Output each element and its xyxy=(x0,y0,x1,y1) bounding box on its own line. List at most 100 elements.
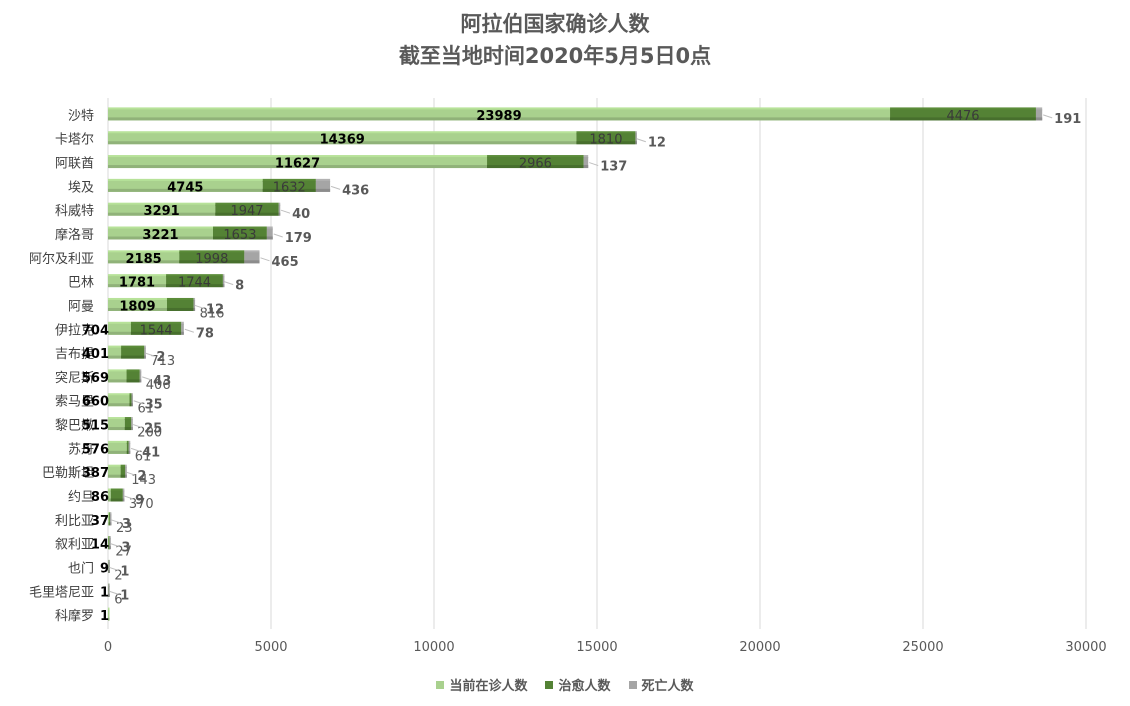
category-label: 也门 xyxy=(68,561,94,576)
bar-segment-shadow xyxy=(487,165,584,169)
chart-title: 阿拉伯国家确诊人数 xyxy=(460,12,650,36)
bar-segment-top xyxy=(108,297,167,301)
bar-segment xyxy=(108,419,125,431)
data-label: 1947 xyxy=(230,204,263,219)
bar-segment-top xyxy=(124,417,132,421)
category-label: 索马里 xyxy=(55,395,94,410)
category-label: 吉布提 xyxy=(55,346,94,362)
bar-segment xyxy=(144,347,146,359)
data-label: 1810 xyxy=(589,133,622,148)
label-leader-line xyxy=(184,328,194,333)
bar-segment xyxy=(108,561,110,573)
x-tick-label: 15000 xyxy=(576,640,617,655)
category-label: 叙利亚 xyxy=(55,538,94,553)
data-label: 6 xyxy=(114,592,122,607)
bar-segment-top xyxy=(222,274,225,278)
data-label: 569 xyxy=(82,371,109,386)
label-leader-line xyxy=(194,304,205,309)
bar-segment-top xyxy=(131,417,133,421)
bar-segment-shadow xyxy=(108,307,167,311)
bar-segment-shadow xyxy=(139,379,142,383)
bar-segment-top xyxy=(583,155,589,159)
bar-segment xyxy=(890,109,1036,121)
bar-segment xyxy=(108,157,488,169)
bar-segment-shadow xyxy=(108,403,130,407)
bar-segment-shadow xyxy=(121,355,145,359)
label-leader-line xyxy=(636,138,646,143)
category-label: 埃及 xyxy=(68,180,94,195)
data-label: 1809 xyxy=(119,299,155,314)
data-label: 14 xyxy=(91,538,109,553)
bar-segment-top xyxy=(121,345,145,349)
bar-segment xyxy=(125,466,127,478)
data-label: 2966 xyxy=(519,157,552,172)
bar-segment xyxy=(179,252,245,264)
legend: 当前在诊人数 治愈人数 死亡人数 xyxy=(0,675,1130,694)
category-label: 阿曼 xyxy=(68,299,94,314)
bar-segment xyxy=(109,514,112,526)
bar-segment-shadow xyxy=(124,427,132,431)
label-leader-line xyxy=(126,471,136,476)
data-label: 27 xyxy=(115,545,132,560)
bar-segment-top xyxy=(108,250,180,254)
bar-segment-shadow xyxy=(181,331,184,335)
bar-segment-top xyxy=(108,512,110,516)
label-leader-line xyxy=(109,566,119,571)
bar-segment-top xyxy=(122,488,125,492)
data-label: 40 xyxy=(292,207,310,222)
bar-segment-shadow xyxy=(131,427,133,431)
chart-subtitle: 截至当地时间2020年5月5日0点 xyxy=(398,44,712,68)
data-label: 61 xyxy=(135,449,152,464)
category-label: 黎巴嫩 xyxy=(55,419,94,434)
bar-segment xyxy=(126,371,140,383)
bar-segment xyxy=(108,347,122,359)
bar-segment-shadow xyxy=(266,236,273,240)
data-label: 14369 xyxy=(320,133,365,148)
bar-segment-shadow xyxy=(108,427,125,431)
bar-segment xyxy=(213,228,267,240)
bar-segment-shadow xyxy=(108,498,111,502)
bar-segment xyxy=(193,299,196,311)
category-label: 卡塔尔 xyxy=(55,133,94,148)
bar-segment xyxy=(108,490,111,502)
bar-segment-shadow xyxy=(130,331,182,335)
bar-segment-top xyxy=(108,131,577,135)
bar-segment xyxy=(108,585,110,597)
data-label: 23989 xyxy=(476,109,521,124)
bar-segment-shadow xyxy=(315,188,331,192)
label-leader-line xyxy=(145,352,155,357)
data-label: 704 xyxy=(82,323,109,338)
data-label: 1544 xyxy=(140,323,173,338)
data-label: 200 xyxy=(137,426,162,441)
bar-segment xyxy=(108,276,167,288)
label-leader-line xyxy=(110,519,121,524)
bar-segment-top xyxy=(108,155,488,159)
data-label: 25 xyxy=(144,422,162,437)
bar-segment xyxy=(128,442,131,454)
bar-segment-shadow xyxy=(108,141,577,145)
category-label: 摩洛哥 xyxy=(55,227,94,243)
bar-segment-shadow xyxy=(108,569,110,573)
bar-segment xyxy=(583,157,589,169)
data-label: 143 xyxy=(131,473,156,488)
bar-segment xyxy=(262,180,316,192)
bar-segment-top xyxy=(131,393,134,397)
category-label: 突尼斯 xyxy=(55,370,94,386)
bar-segment xyxy=(108,180,263,192)
bar-segment-shadow xyxy=(108,379,127,383)
legend-label: 当前在诊人数 xyxy=(449,679,528,694)
legend-swatch xyxy=(628,680,637,689)
data-label: 1744 xyxy=(178,276,211,291)
bar-segment-top xyxy=(126,369,140,373)
bar-segment xyxy=(266,228,273,240)
data-label: 1653 xyxy=(223,228,256,243)
bar-segment-shadow xyxy=(131,403,134,407)
bar-segment-top xyxy=(108,226,214,230)
bar-segment-shadow xyxy=(126,450,129,454)
bar-segment xyxy=(124,419,132,431)
bar-segment-top xyxy=(108,488,111,492)
bar-segment-top xyxy=(129,393,132,397)
category-label: 毛里塔尼亚 xyxy=(29,585,94,600)
bar-segment-shadow xyxy=(262,188,316,192)
